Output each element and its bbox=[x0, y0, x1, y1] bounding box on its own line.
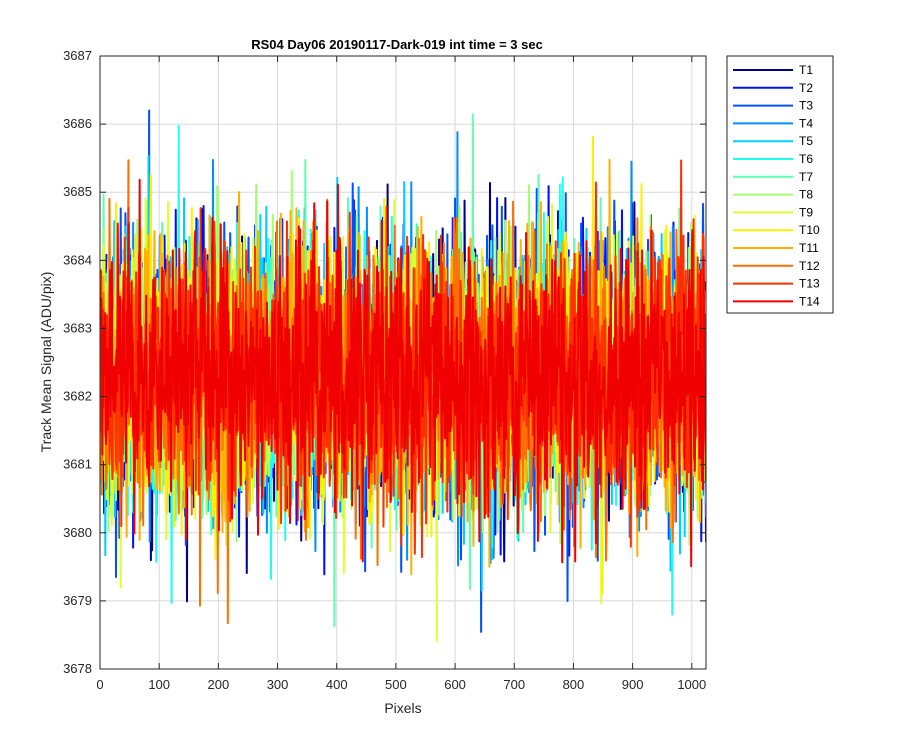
chart-title: RS04 Day06 20190117-Dark-019 int time = … bbox=[251, 37, 543, 52]
legend-label-t4: T4 bbox=[799, 116, 813, 130]
legend-label-t13: T13 bbox=[799, 277, 820, 291]
y-tick-label: 3680 bbox=[63, 525, 92, 540]
y-tick-label: 3683 bbox=[63, 320, 92, 335]
y-tick-label: 3678 bbox=[63, 661, 92, 676]
y-axis-ticks: 3678 3679 3680 3681 3682 3683 3684 3685 3686 3687 bbox=[63, 48, 706, 676]
x-tick-label: 800 bbox=[563, 677, 585, 692]
axes-box bbox=[99, 55, 707, 670]
legend-label-t10: T10 bbox=[799, 223, 820, 237]
y-tick-label: 3681 bbox=[63, 457, 92, 472]
y-tick-label: 3679 bbox=[63, 593, 92, 608]
legend-label-t12: T12 bbox=[799, 259, 820, 273]
x-axis-label: Pixels bbox=[384, 700, 421, 716]
x-tick-label: 300 bbox=[267, 677, 289, 692]
x-tick-label: 500 bbox=[385, 677, 407, 692]
legend-label-t1: T1 bbox=[799, 63, 813, 77]
legend-label-t8: T8 bbox=[799, 188, 813, 202]
y-tick-label: 3685 bbox=[63, 184, 92, 199]
legend-label-t2: T2 bbox=[799, 81, 813, 95]
y-tick-label: 3686 bbox=[63, 116, 92, 131]
x-tick-label: 200 bbox=[208, 677, 230, 692]
legend-label-t7: T7 bbox=[799, 170, 813, 184]
y-tick-label: 3687 bbox=[63, 48, 92, 63]
y-tick-label: 3682 bbox=[63, 389, 92, 404]
legend-label-t6: T6 bbox=[799, 152, 813, 166]
y-tick-label: 3684 bbox=[63, 252, 92, 267]
legend-label-t3: T3 bbox=[799, 99, 813, 113]
plot-area: 0 100 200 300 400 500 600 700 800 900 1000 3678367… bbox=[63, 48, 707, 692]
x-tick-label: 0 bbox=[96, 677, 103, 692]
legend-entries: T1 T2 T3 T4 T5 T6 T7 T8 T9 T10 T11 T12 T13 T14 bbox=[733, 63, 820, 308]
y-axis-label: Track Mean Signal (ADU/pix) bbox=[38, 272, 54, 453]
x-tick-label: 1000 bbox=[677, 677, 706, 692]
series-lines bbox=[100, 109, 706, 642]
x-tick-label: 700 bbox=[503, 677, 525, 692]
legend-box bbox=[726, 55, 834, 314]
legend-label-t11: T11 bbox=[799, 241, 819, 255]
x-tick-label: 400 bbox=[326, 677, 348, 692]
legend-label-t5: T5 bbox=[799, 134, 813, 148]
series-line-t13 bbox=[100, 159, 706, 559]
legend: T1 T2 T3 T4 T5 T6 T7 T8 T9 T10 T11 T12 T13 T14 bbox=[726, 55, 834, 314]
x-tick-label: 100 bbox=[148, 677, 170, 692]
x-tick-label: 900 bbox=[622, 677, 644, 692]
legend-label-t9: T9 bbox=[799, 205, 813, 219]
x-tick-label: 600 bbox=[444, 677, 466, 692]
x-axis-ticks: 0 100 200 300 400 500 600 700 800 900 1000 bbox=[96, 56, 706, 692]
series-line-t14 bbox=[100, 178, 706, 568]
legend-label-t14: T14 bbox=[799, 294, 820, 308]
